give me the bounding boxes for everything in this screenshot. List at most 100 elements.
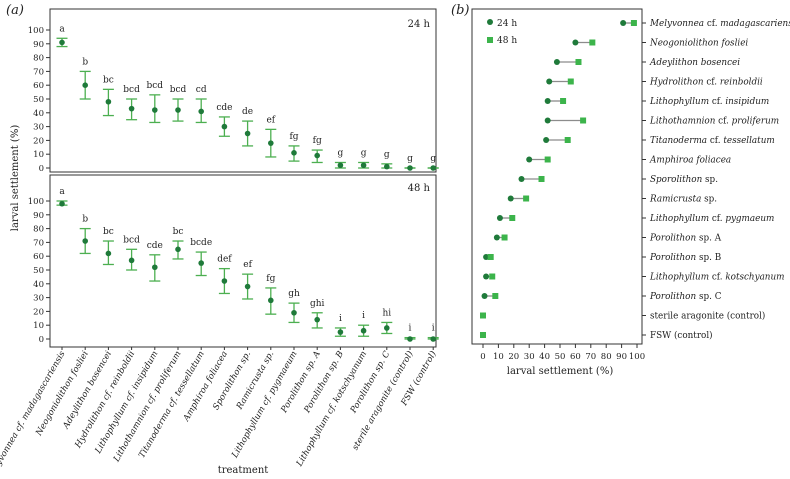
mean-point	[175, 246, 181, 253]
point-24h	[544, 117, 551, 124]
xtick-label: Melyvonnea cf. madagascariensis	[0, 349, 68, 479]
ytick-label-10: 10	[33, 150, 44, 160]
point-48h	[480, 312, 486, 319]
xtick-label-40: 40	[539, 352, 550, 362]
mean-point	[105, 250, 112, 257]
panel-b-label: (b)	[451, 3, 469, 18]
mean-point	[407, 165, 413, 171]
mean-point	[244, 283, 251, 290]
point-48h	[544, 156, 551, 163]
mean-point	[360, 327, 367, 334]
point-24h	[526, 156, 533, 163]
mean-point	[291, 309, 297, 316]
plot-a-xticklabels: Melyvonnea cf. madagascariensisNeogoniol…	[0, 347, 439, 479]
plot-a-ylabel: larval settlement (%)	[10, 125, 21, 232]
point-24h	[483, 254, 490, 260]
point-24h	[483, 273, 490, 280]
xtick-label-80: 80	[601, 352, 612, 362]
point-24h	[496, 215, 503, 221]
mean-point	[198, 260, 204, 266]
category-label: FSW (control)	[650, 330, 713, 341]
point-24h	[572, 39, 579, 46]
significance-letter: a	[59, 24, 65, 34]
category-label: Amphiroa foliacea	[649, 156, 731, 166]
plot-a-bottom-frame	[49, 174, 437, 348]
mean-point	[337, 329, 344, 335]
xtick-label-10: 10	[493, 352, 504, 362]
category-label: Hydrolithon cf. reinboldii	[649, 78, 763, 88]
point-24h	[620, 20, 627, 26]
category-label: Porolithon sp. A	[649, 234, 722, 244]
plot-b-category-labels: Melyvonnea cf. madagascariensis Neogoniol…	[642, 19, 790, 341]
point-48h	[560, 98, 567, 104]
point-48h	[564, 137, 571, 143]
significance-letter: i	[432, 324, 435, 334]
plot-a-xlabel: treatment	[218, 465, 269, 476]
legend-24h-marker	[487, 19, 493, 25]
category-label: Porolithon sp. C	[649, 292, 722, 302]
significance-letter: bc	[173, 227, 184, 237]
xtick-label-0: 0	[480, 352, 485, 362]
mean-point	[128, 257, 135, 264]
significance-letter: cde	[216, 103, 232, 113]
point-48h	[538, 176, 545, 182]
ytick-label-20: 20	[33, 136, 44, 146]
mean-point	[430, 336, 437, 342]
mean-point	[430, 165, 437, 171]
mean-point	[105, 98, 112, 105]
plot-b-legend: 24 h 48 h	[487, 19, 517, 46]
significance-letter: g	[361, 148, 367, 158]
point-48h	[487, 254, 494, 260]
mean-point	[221, 123, 228, 130]
ytick-label-60: 60	[33, 252, 44, 262]
point-48h	[509, 215, 516, 221]
significance-letter: i	[409, 324, 412, 334]
mean-point	[314, 316, 321, 323]
plot-b-xlabel: larval settlement (%)	[507, 366, 614, 377]
ytick-label-90: 90	[33, 211, 44, 221]
significance-letter: g	[407, 154, 413, 164]
category-label: Lithophyllum cf. pygmaeum	[649, 214, 774, 224]
mean-point	[59, 200, 65, 207]
ytick-label-0: 0	[39, 335, 44, 345]
plot-a-top-title: 24 h	[408, 19, 431, 30]
xtick-label-60: 60	[570, 352, 581, 362]
plot-b-frame	[471, 8, 643, 345]
mean-point	[82, 238, 88, 244]
ytick-label-0: 0	[39, 164, 44, 174]
legend-48h-marker	[487, 37, 493, 43]
significance-letter: def	[217, 255, 232, 265]
significance-letter: ghi	[310, 299, 325, 309]
category-label: Lithophyllum cf. kotschyanum	[649, 273, 784, 283]
category-label: Sporolithon sp.	[650, 175, 718, 185]
significance-letter: g	[338, 148, 344, 158]
plot-b-xaxis: 0 10 20 30 40 50 60 70 80 90 100	[480, 344, 645, 362]
mean-point	[314, 152, 321, 159]
ytick-label-80: 80	[33, 54, 44, 64]
point-24h	[553, 59, 560, 65]
point-48h	[523, 195, 530, 202]
ytick-label-70: 70	[33, 67, 44, 77]
ytick-label-40: 40	[33, 280, 44, 290]
significance-letter: fg	[266, 274, 275, 284]
plot-a-top-yaxis: 0 10 20 30 40 50 60 70 80 90 100	[28, 26, 50, 174]
significance-letter: bcde	[190, 238, 212, 248]
significance-letter: bc	[103, 75, 114, 85]
significance-letter: g	[430, 154, 436, 164]
significance-letter: fg	[313, 136, 322, 146]
mean-point	[59, 39, 65, 46]
plot-a-top-frame	[49, 8, 437, 173]
category-label: Melyvonnea cf. madagascariensis	[649, 19, 790, 29]
ytick-label-90: 90	[33, 40, 44, 50]
plot-a-bottom-title: 48 h	[408, 183, 431, 194]
point-48h	[630, 20, 637, 26]
ytick-label-70: 70	[33, 238, 44, 248]
plot-a-bottom-yaxis: 0 10 20 30 40 50 60 70 80 90 100	[28, 197, 50, 345]
mean-point	[291, 150, 297, 156]
category-label: Porolithon sp. B	[649, 253, 721, 263]
mean-point	[384, 325, 390, 331]
mean-point	[244, 130, 251, 137]
mean-point	[407, 336, 413, 342]
